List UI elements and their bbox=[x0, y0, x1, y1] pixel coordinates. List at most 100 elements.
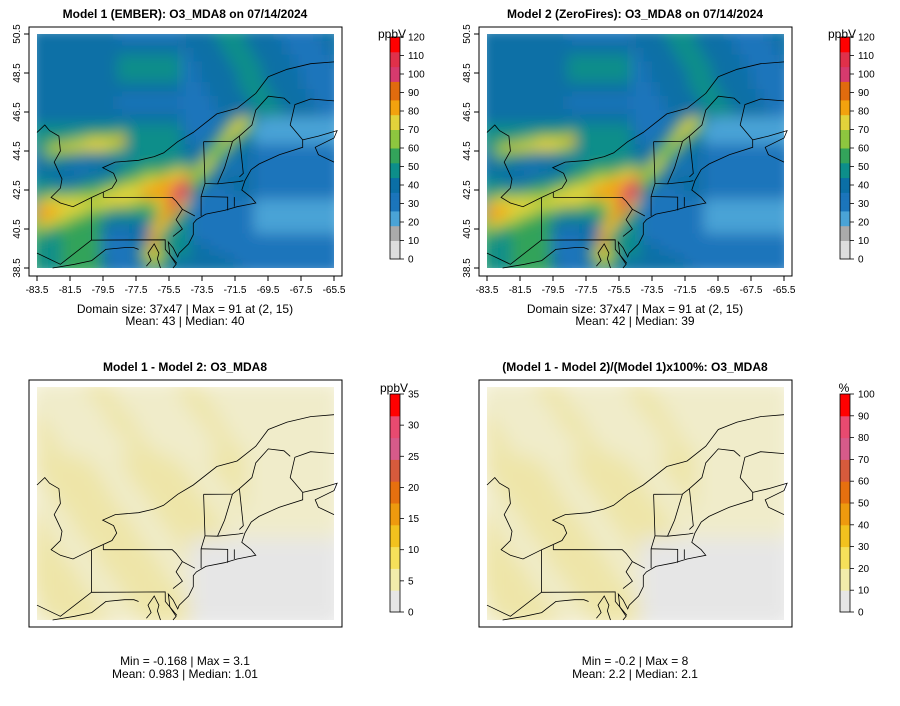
colorbar-tick-label: 70 bbox=[858, 125, 870, 136]
colorbar: ppbV 0 5 10 15 20 25 30 35 bbox=[380, 381, 420, 619]
x-tick-label: -65.5 bbox=[323, 285, 346, 296]
colorbar-tick-label: 20 bbox=[858, 218, 870, 229]
x-tick-label: -69.5 bbox=[707, 285, 730, 296]
stats-line-1: Domain size: 37x47 | Max = 91 at (2, 15) bbox=[527, 302, 743, 316]
panel-title: Model 1 (EMBER): O3_MDA8 on 07/14/2024 bbox=[63, 7, 308, 21]
colorbar-tick-label: 25 bbox=[408, 452, 420, 463]
colorbar-tick-label: 10 bbox=[858, 236, 870, 247]
colorbar: ppbV 0 10 20 30 40 50 60 70 80 90 100 110 120 bbox=[828, 27, 875, 266]
colorbar-tick-label: 60 bbox=[408, 144, 420, 155]
map-boundaries bbox=[36, 414, 338, 621]
field-raster bbox=[37, 387, 334, 620]
x-tick-label: -77.5 bbox=[125, 285, 148, 296]
stats-line-1: Min = -0.168 | Max = 3.1 bbox=[120, 654, 250, 668]
map-panel-3: Model 1 - Model 2: O3_MDA8 Min = -0.168 |… bbox=[28, 360, 420, 681]
colorbar-tick-label: 40 bbox=[408, 181, 420, 192]
colorbar-tick-label: 50 bbox=[858, 499, 870, 510]
colorbar-tick-label: 30 bbox=[408, 199, 420, 210]
x-tick-label: -69.5 bbox=[257, 285, 280, 296]
colorbar-tick-label: 20 bbox=[408, 218, 420, 229]
colorbar-tick-label: 120 bbox=[858, 33, 875, 44]
colorbar-tick-label: 40 bbox=[858, 181, 870, 192]
x-tick-label: -65.5 bbox=[773, 285, 796, 296]
x-tick-label: -67.5 bbox=[290, 285, 313, 296]
colorbar-tick-label: 15 bbox=[408, 514, 420, 525]
colorbar-tick-label: 110 bbox=[858, 51, 874, 62]
x-tick-label: -67.5 bbox=[740, 285, 763, 296]
x-tick-label: -73.5 bbox=[641, 285, 664, 296]
y-tick-label: 50.5 bbox=[462, 24, 473, 44]
colorbar: % 0 10 20 30 40 50 60 70 80 90 100 bbox=[839, 381, 875, 619]
stats-line-2: Mean: 43 | Median: 40 bbox=[125, 314, 245, 328]
colorbar-tick-label: 20 bbox=[408, 483, 420, 494]
panel-title: Model 1 - Model 2: O3_MDA8 bbox=[103, 360, 267, 374]
y-tick-label: 44.5 bbox=[462, 141, 473, 161]
field-raster bbox=[487, 34, 784, 268]
y-tick-label: 46.5 bbox=[462, 102, 473, 122]
y-tick-label: 44.5 bbox=[12, 141, 23, 161]
field-raster bbox=[487, 387, 784, 620]
colorbar-tick-label: 0 bbox=[858, 608, 864, 619]
y-tick-label: 40.5 bbox=[462, 219, 473, 239]
stats-line-2: Mean: 0.983 | Median: 1.01 bbox=[112, 667, 258, 681]
colorbar-tick-label: 5 bbox=[408, 576, 414, 587]
colorbar-tick-label: 20 bbox=[858, 564, 870, 575]
colorbar-tick-label: 0 bbox=[858, 255, 864, 266]
colorbar-tick-label: 50 bbox=[858, 162, 870, 173]
x-tick-label: -79.5 bbox=[542, 285, 565, 296]
x-tick-label: -79.5 bbox=[92, 285, 115, 296]
colorbar-tick-label: 35 bbox=[408, 390, 420, 401]
colorbar-tick-label: 60 bbox=[858, 477, 870, 488]
x-tick-label: -77.5 bbox=[575, 285, 598, 296]
x-tick-label: -71.5 bbox=[224, 285, 247, 296]
colorbar-tick-label: 110 bbox=[408, 51, 424, 62]
colorbar-tick-label: 120 bbox=[408, 33, 425, 44]
y-tick-label: 40.5 bbox=[12, 219, 23, 239]
colorbar-tick-label: 90 bbox=[858, 411, 870, 422]
colorbar-tick-label: 30 bbox=[858, 542, 870, 553]
colorbar-tick-label: 90 bbox=[858, 88, 870, 99]
x-tick-label: -73.5 bbox=[191, 285, 214, 296]
colorbar-tick-label: 80 bbox=[858, 433, 870, 444]
y-tick-label: 50.5 bbox=[12, 24, 23, 44]
colorbar-tick-label: 100 bbox=[408, 70, 425, 81]
y-tick-label: 48.5 bbox=[462, 63, 473, 83]
y-tick-label: 48.5 bbox=[12, 63, 23, 83]
stats-line-2: Mean: 2.2 | Median: 2.1 bbox=[572, 667, 698, 681]
field-raster bbox=[37, 34, 334, 268]
x-tick-label: -83.5 bbox=[476, 285, 499, 296]
colorbar-tick-label: 10 bbox=[408, 545, 420, 556]
x-tick-label: -81.5 bbox=[59, 285, 82, 296]
x-tick-label: -81.5 bbox=[509, 285, 532, 296]
stats-line-2: Mean: 42 | Median: 39 bbox=[575, 314, 695, 328]
map-panel-2: Model 2 (ZeroFires): O3_MDA8 on 07/14/20… bbox=[462, 7, 875, 328]
y-tick-label: 42.5 bbox=[462, 180, 473, 200]
colorbar-unit: ppbV bbox=[380, 381, 408, 395]
colorbar-tick-label: 100 bbox=[858, 70, 875, 81]
colorbar-tick-label: 80 bbox=[408, 107, 420, 118]
axis-ticks: -83.5 -81.5 -79.5 -77.5 -75.5 -73.5 -71.5 -69.5… bbox=[462, 24, 796, 296]
colorbar-unit: % bbox=[839, 381, 850, 395]
colorbar-tick-label: 90 bbox=[408, 88, 420, 99]
panel-title: (Model 1 - Model 2)/(Model 1)x100%: O3_M… bbox=[502, 360, 768, 374]
y-tick-label: 42.5 bbox=[12, 180, 23, 200]
panel-title: Model 2 (ZeroFires): O3_MDA8 on 07/14/20… bbox=[507, 7, 763, 21]
colorbar-tick-label: 70 bbox=[858, 455, 870, 466]
colorbar-unit: ppbV bbox=[828, 27, 856, 41]
y-tick-label: 46.5 bbox=[12, 102, 23, 122]
colorbar-tick-label: 70 bbox=[408, 125, 420, 136]
x-tick-label: -75.5 bbox=[158, 285, 181, 296]
x-tick-label: -83.5 bbox=[26, 285, 49, 296]
map-boundaries bbox=[486, 61, 788, 269]
map-boundaries bbox=[36, 61, 338, 269]
colorbar-tick-label: 40 bbox=[858, 520, 870, 531]
colorbar-tick-label: 10 bbox=[408, 236, 420, 247]
stats-line-1: Domain size: 37x47 | Max = 91 at (2, 15) bbox=[77, 302, 293, 316]
x-tick-label: -75.5 bbox=[608, 285, 631, 296]
map-boundaries bbox=[486, 414, 788, 621]
colorbar-tick-label: 0 bbox=[408, 608, 414, 619]
colorbar-unit: ppbV bbox=[378, 27, 406, 41]
colorbar-tick-label: 80 bbox=[858, 107, 870, 118]
axis-ticks: -83.5 -81.5 -79.5 -77.5 -75.5 -73.5 -71.5 -69.5… bbox=[12, 24, 346, 296]
